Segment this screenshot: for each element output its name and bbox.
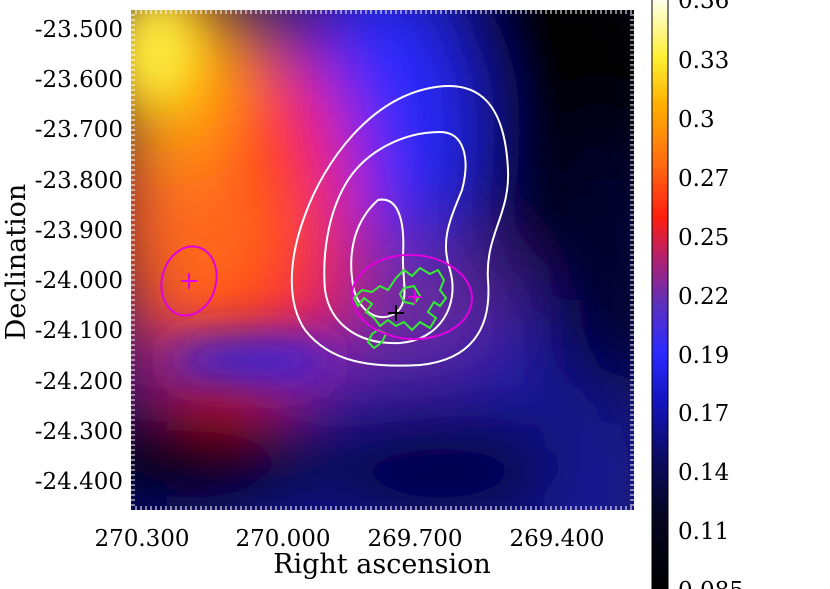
x-tick-label: 270.000 [235, 526, 330, 552]
colorbar-tick-label: 0.17 [678, 401, 729, 427]
colorbar-tick-label: 0.22 [678, 284, 729, 310]
colorbar-ticks: 0.36 0.33 0.3 0.27 0.25 0.22 0.19 0.17 0… [678, 0, 744, 589]
x-tick-label: 269.400 [509, 526, 604, 552]
y-tick-label: -24.100 [35, 318, 123, 344]
colorbar-tick-label: 0.11 [678, 519, 729, 545]
y-axis-title: Declination [1, 184, 32, 341]
colorbar-tick-label: 0.3 [678, 107, 715, 133]
y-axis-ticks: -23.500 -23.600 -23.700 -23.800 -23.900 … [35, 17, 123, 495]
colorbar-gradient [652, 0, 668, 589]
green-contour-main [352, 266, 448, 332]
x-axis-title: Right ascension [273, 549, 491, 580]
y-tick-label: -23.800 [35, 168, 123, 194]
y-tick-label: -23.500 [35, 17, 123, 43]
y-tick-label: -23.600 [35, 67, 123, 93]
magenta-markers [160, 245, 473, 341]
y-tick-label: -24.000 [35, 268, 123, 294]
colorbar-tick-label: 0.14 [678, 460, 729, 486]
y-tick-label: -24.400 [35, 469, 123, 495]
white-contour-outer [290, 85, 510, 367]
x-tick-label: 270.300 [94, 526, 189, 552]
colorbar-tick-label: 0.085 [678, 578, 744, 589]
y-tick-label: -23.900 [35, 218, 123, 244]
y-tick-label: -24.200 [35, 369, 123, 395]
y-tick-label: -23.700 [35, 117, 123, 143]
colorbar-tick-label: 0.36 [678, 0, 729, 14]
x-tick-label: 269.700 [367, 526, 462, 552]
colorbar [651, 0, 669, 589]
white-contour-middle [323, 130, 467, 345]
black-cross-marker [388, 305, 404, 321]
colorbar-tick-label: 0.19 [678, 343, 729, 369]
colorbar-tick-label: 0.25 [678, 225, 729, 251]
colorbar-tick-label: 0.33 [678, 48, 729, 74]
x-axis-ticks: 270.300 270.000 269.700 269.400 [94, 526, 604, 552]
colorbar-tick-label: 0.27 [678, 166, 729, 192]
source-ellipse-left [160, 245, 218, 317]
source-ellipse-right [351, 253, 473, 341]
heatmap-image [131, 10, 634, 510]
y-tick-label: -24.300 [35, 419, 123, 445]
axis-ticks [131, 10, 634, 510]
